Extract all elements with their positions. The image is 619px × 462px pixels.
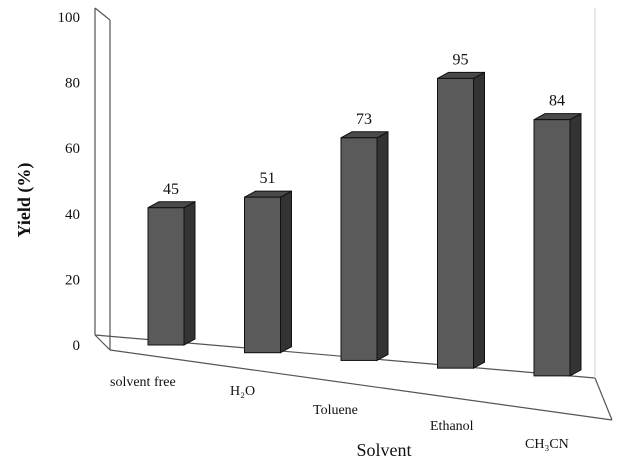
floor-right-edge — [594, 377, 613, 421]
floor-side-edge — [94, 334, 111, 351]
bar — [533, 119, 571, 377]
bar-side-face — [376, 130, 389, 362]
y-tick-label: 0 — [73, 338, 81, 354]
bar — [147, 207, 185, 346]
bar-value-label: 73 — [356, 111, 372, 128]
bar — [340, 137, 378, 361]
y-tick-label: 20 — [65, 272, 80, 288]
floor-front-edge — [109, 349, 613, 421]
y-tick-label: 80 — [65, 76, 80, 92]
y-axis-ticks: 0 20 40 60 80 100 — [58, 10, 81, 354]
bar-value-label: 51 — [260, 170, 276, 187]
y-axis-title: Yield (%) — [14, 163, 35, 238]
bar-value-label: 95 — [453, 51, 469, 68]
data-labels: 45 51 73 95 84 — [163, 51, 565, 197]
y-tick-label: 100 — [58, 10, 81, 26]
x-category-label: CH₃CN — [525, 437, 569, 452]
bar-value-label: 84 — [549, 93, 565, 110]
category-labels: solvent free H₂O Toluene Ethanol CH₃CN — [110, 375, 569, 452]
bar — [437, 77, 474, 369]
bar-value-label: 45 — [163, 181, 179, 198]
bar — [244, 196, 281, 354]
bars — [147, 71, 582, 377]
bar-side-face — [473, 71, 485, 370]
x-category-label: Toluene — [313, 403, 358, 418]
bar-side-face — [569, 112, 582, 377]
y-tick-label: 40 — [65, 207, 80, 223]
x-category-label: solvent free — [110, 375, 176, 390]
bar-side-face — [183, 200, 196, 346]
x-category-label: H₂O — [230, 384, 255, 399]
x-axis-title: Solvent — [356, 440, 411, 460]
bar-side-face — [280, 190, 292, 354]
side-wall-top-edge — [94, 7, 111, 21]
x-category-label: Ethanol — [430, 419, 474, 434]
y-tick-label: 60 — [65, 141, 80, 157]
